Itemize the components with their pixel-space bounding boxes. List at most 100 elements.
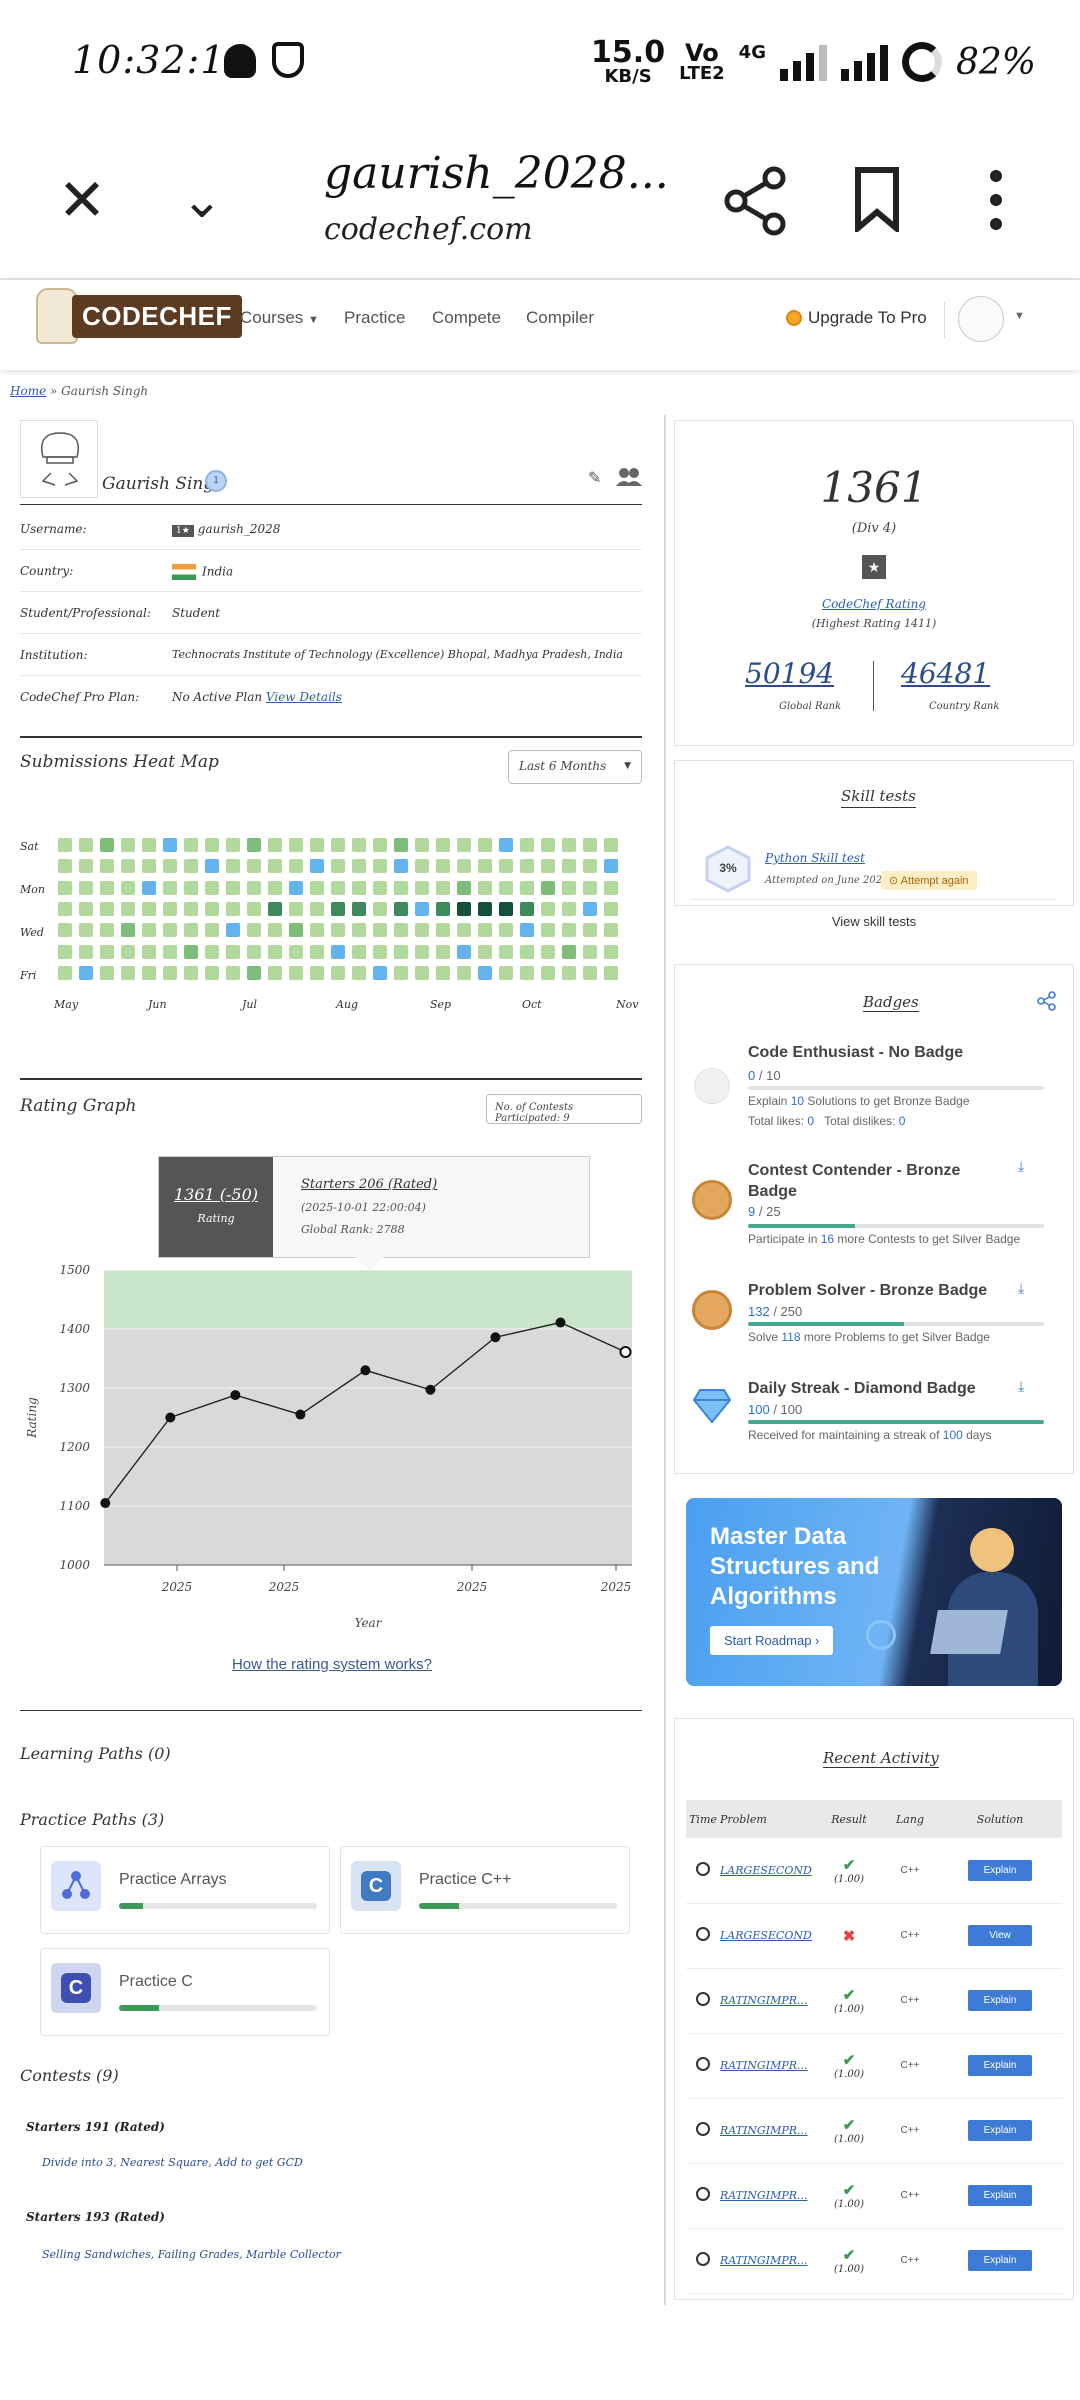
heatmap-cell[interactable] xyxy=(499,838,513,852)
codechef-rating-link[interactable]: CodeChef Rating xyxy=(822,597,926,611)
heatmap-cell[interactable] xyxy=(289,944,303,959)
heatmap-cell[interactable] xyxy=(142,923,156,938)
close-icon[interactable]: ✕ xyxy=(57,166,107,234)
heatmap-cell[interactable] xyxy=(604,880,618,895)
heatmap-cell[interactable] xyxy=(58,880,72,895)
heatmap-cell[interactable] xyxy=(562,923,576,938)
clock-icon[interactable] xyxy=(696,2252,710,2266)
heatmap-cell[interactable] xyxy=(268,859,282,874)
download-badge-icon-2[interactable]: ⤓ xyxy=(1018,1158,1025,1174)
clock-icon[interactable] xyxy=(696,2057,710,2071)
global-rank[interactable]: 50194 xyxy=(745,657,835,690)
download-badge-icon-3[interactable]: ⤓ xyxy=(1018,1280,1025,1296)
heatmap-cell[interactable] xyxy=(121,901,135,916)
heatmap-cell[interactable] xyxy=(415,880,429,895)
heatmap-cell[interactable] xyxy=(121,880,135,895)
heatmap-cell[interactable] xyxy=(142,859,156,874)
heatmap-cell[interactable] xyxy=(184,880,198,895)
bookmark-icon[interactable] xyxy=(854,166,900,232)
dsa-promo-banner[interactable]: Master Data Structures and Algorithms St… xyxy=(686,1498,1062,1686)
heatmap-cell[interactable] xyxy=(352,901,366,916)
heatmap-cell[interactable] xyxy=(604,901,618,916)
rating-system-link[interactable]: How the rating system works? xyxy=(231,1656,433,1673)
breadcrumb-home[interactable]: Home xyxy=(10,384,47,398)
heatmap-range-select[interactable]: Last 6 Months ▼ xyxy=(508,750,642,784)
heatmap-cell[interactable] xyxy=(79,838,93,852)
nav-compete[interactable]: Compete xyxy=(432,308,501,327)
heatmap-cell[interactable] xyxy=(352,880,366,895)
heatmap-cell[interactable] xyxy=(184,838,198,852)
heatmap-cell[interactable] xyxy=(331,901,345,916)
heatmap-cell[interactable] xyxy=(121,965,135,980)
country-rank[interactable]: 46481 xyxy=(901,657,991,690)
heatmap-cell[interactable] xyxy=(205,923,219,938)
heatmap-cell[interactable] xyxy=(205,944,219,959)
heatmap-cell[interactable] xyxy=(121,923,135,938)
solution-button[interactable]: Explain xyxy=(968,2185,1032,2206)
heatmap-cell[interactable] xyxy=(583,944,597,959)
heatmap-cell[interactable] xyxy=(373,838,387,852)
avatar-caret-icon[interactable]: ▼ xyxy=(1014,310,1025,322)
contest-problems-2[interactable]: Selling Sandwiches, Failing Grades, Marb… xyxy=(42,2248,341,2261)
heatmap-cell[interactable] xyxy=(310,859,324,874)
heatmap-cell[interactable] xyxy=(394,838,408,852)
heatmap-cell[interactable] xyxy=(142,880,156,895)
heatmap-cell[interactable] xyxy=(247,838,261,852)
heatmap-cell[interactable] xyxy=(562,859,576,874)
heatmap-cell[interactable] xyxy=(583,880,597,895)
heatmap-cell[interactable] xyxy=(58,923,72,938)
heatmap-cell[interactable] xyxy=(562,880,576,895)
heatmap-cell[interactable] xyxy=(415,901,429,916)
contest-problems-1[interactable]: Divide into 3, Nearest Square, Add to ge… xyxy=(42,2156,303,2169)
heatmap-cell[interactable] xyxy=(604,859,618,874)
heatmap-cell[interactable] xyxy=(205,901,219,916)
heatmap-cell[interactable] xyxy=(436,859,450,874)
heatmap-cell[interactable] xyxy=(415,944,429,959)
heatmap-cell[interactable] xyxy=(520,923,534,938)
heatmap-cell[interactable] xyxy=(604,838,618,852)
heatmap-cell[interactable] xyxy=(142,901,156,916)
edit-icon[interactable]: ✎ xyxy=(588,470,602,487)
heatmap-cell[interactable] xyxy=(478,838,492,852)
heatmap-cell[interactable] xyxy=(541,944,555,959)
heatmap-cell[interactable] xyxy=(289,880,303,895)
heatmap-cell[interactable] xyxy=(226,838,240,852)
heatmap-cell[interactable] xyxy=(373,944,387,959)
heatmap-cell[interactable] xyxy=(289,923,303,938)
heatmap-cell[interactable] xyxy=(142,838,156,852)
rating-point[interactable] xyxy=(360,1365,371,1376)
heatmap-cell[interactable] xyxy=(79,965,93,980)
heatmap-cell[interactable] xyxy=(478,859,492,874)
problem-link[interactable]: RATINGIMPR... xyxy=(720,2189,808,2202)
heatmap-cell[interactable] xyxy=(184,859,198,874)
heatmap-cell[interactable] xyxy=(478,923,492,938)
heatmap-cell[interactable] xyxy=(394,859,408,874)
heatmap-cell[interactable] xyxy=(79,923,93,938)
heatmap-cell[interactable] xyxy=(562,944,576,959)
heatmap-cell[interactable] xyxy=(352,965,366,980)
heatmap-cell[interactable] xyxy=(436,965,450,980)
heatmap-cell[interactable] xyxy=(100,838,114,852)
rating-point[interactable] xyxy=(230,1390,241,1401)
heatmap-cell[interactable] xyxy=(163,859,177,874)
heatmap-cell[interactable] xyxy=(541,880,555,895)
heatmap-cell[interactable] xyxy=(100,859,114,874)
heatmap-cell[interactable] xyxy=(79,859,93,874)
problem-link[interactable]: RATINGIMPR... xyxy=(720,1994,808,2007)
heatmap-cell[interactable] xyxy=(310,923,324,938)
heatmap-cell[interactable] xyxy=(457,901,471,916)
heatmap-cell[interactable] xyxy=(268,838,282,852)
heatmap-cell[interactable] xyxy=(373,965,387,980)
heatmap-cell[interactable] xyxy=(58,901,72,916)
heatmap-cell[interactable] xyxy=(604,923,618,938)
heatmap-cell[interactable] xyxy=(520,838,534,852)
skill-test-name[interactable]: Python Skill test xyxy=(765,851,865,865)
heatmap-cell[interactable] xyxy=(331,859,345,874)
heatmap-cell[interactable] xyxy=(247,965,261,980)
problem-link[interactable]: RATINGIMPR... xyxy=(720,2254,808,2267)
heatmap-cell[interactable] xyxy=(373,901,387,916)
heatmap-cell[interactable] xyxy=(394,880,408,895)
heatmap-cell[interactable] xyxy=(520,944,534,959)
heatmap-cell[interactable] xyxy=(436,901,450,916)
heatmap-cell[interactable] xyxy=(604,944,618,959)
